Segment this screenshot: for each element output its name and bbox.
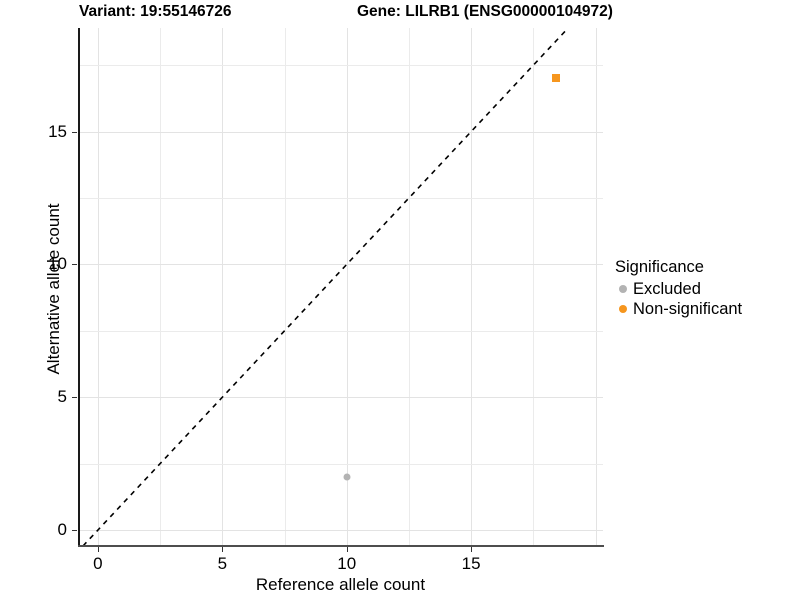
gridline-horizontal	[78, 65, 603, 67]
y-tick-mark	[72, 131, 77, 133]
x-tick-label: 0	[93, 554, 103, 573]
gridline-vertical	[408, 28, 410, 546]
y-tick-label: 15	[48, 121, 67, 141]
gridline-vertical	[471, 28, 473, 546]
data-point	[343, 473, 351, 481]
gridline-horizontal	[78, 463, 603, 465]
legend-items: Excluded Non-significant	[615, 279, 795, 319]
legend-item-label: Non-significant	[633, 299, 743, 318]
y-tick-label: 5	[57, 387, 67, 407]
x-tick-label: 5	[217, 554, 228, 573]
legend: Significance Excluded Non-significant	[615, 258, 795, 319]
gridline-horizontal	[78, 198, 603, 199]
y-tick-label: 0	[57, 520, 67, 540]
x-tick-mark	[222, 547, 224, 552]
variant-title: Variant: 19:55146726	[79, 3, 232, 20]
gridline-horizontal	[78, 530, 603, 532]
reference-line-layer	[78, 28, 603, 546]
y-tick-mark	[72, 264, 77, 266]
legend-title: Significance	[615, 258, 704, 276]
y-tick-mark	[72, 530, 77, 532]
gene-title: Gene: LILRB1 (ENSG00000104972)	[357, 3, 613, 20]
legend-item-label: Excluded	[633, 279, 701, 298]
legend-item[interactable]: Excluded	[615, 279, 795, 299]
y-axis-line	[78, 28, 80, 547]
reference-line	[82, 28, 569, 546]
gridline-vertical	[222, 28, 224, 546]
plot-panel	[78, 28, 603, 546]
data-point	[551, 74, 560, 83]
gridline-horizontal	[78, 397, 603, 399]
gridline-horizontal	[78, 264, 603, 266]
gridline-vertical	[346, 28, 348, 546]
x-axis-label: Reference allele count	[255, 575, 426, 594]
y-tick-label: 10	[48, 254, 67, 274]
gridline-vertical	[284, 28, 286, 546]
y-tick-mark	[72, 397, 77, 399]
gridline-vertical	[595, 28, 597, 546]
x-tick-mark	[346, 547, 348, 552]
x-axis-line	[78, 545, 604, 547]
y-axis-label: Alternative allele count	[44, 203, 63, 375]
gridline-vertical	[533, 28, 535, 546]
grid-layer	[78, 28, 603, 546]
data-points-layer	[78, 28, 603, 546]
gridline-horizontal	[78, 330, 603, 332]
gridline-vertical	[97, 28, 99, 546]
x-tick-mark	[471, 547, 473, 552]
x-tick-mark	[97, 547, 99, 552]
gridline-horizontal	[78, 131, 603, 133]
x-tick-label: 10	[337, 554, 357, 573]
x-tick-label: 15	[461, 554, 481, 573]
legend-item[interactable]: Non-significant	[615, 299, 795, 319]
legend-key-icon	[615, 285, 631, 293]
gridline-vertical	[160, 28, 162, 546]
legend-key-icon	[615, 305, 631, 313]
